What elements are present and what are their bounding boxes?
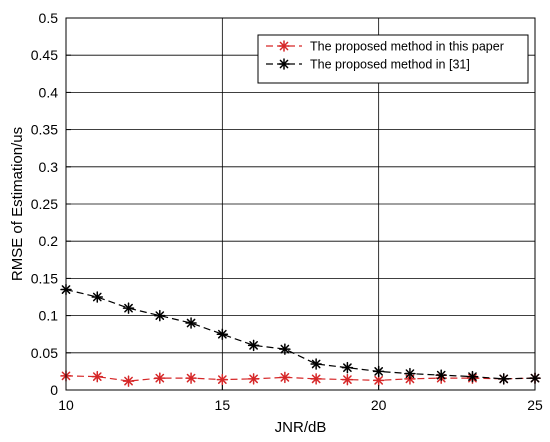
legend-box bbox=[257, 34, 529, 84]
y-tick-label: 0.3 bbox=[39, 159, 59, 175]
data-point bbox=[310, 358, 322, 370]
x-tick-label: 20 bbox=[371, 397, 387, 413]
data-point bbox=[154, 309, 166, 322]
y-tick-label: 0.05 bbox=[31, 345, 58, 361]
x-tick-label: 25 bbox=[527, 397, 543, 413]
data-point bbox=[122, 375, 135, 387]
data-point bbox=[497, 373, 510, 385]
data-point bbox=[341, 361, 354, 374]
y-tick-label: 0.45 bbox=[31, 47, 58, 63]
y-tick-label: 0.5 bbox=[39, 10, 59, 26]
data-point bbox=[279, 371, 291, 384]
series-line bbox=[65, 375, 536, 382]
y-tick-label: 0.15 bbox=[31, 270, 58, 286]
legend-label: The proposed method in this paper bbox=[310, 40, 504, 54]
axis-ticks: 10 15 20 25 0 0.05 0.1 0.15 0.2 0.25 0.3 0.35 0.4 0.4… bbox=[31, 10, 543, 413]
data-point bbox=[154, 372, 166, 384]
legend-item: The proposed method in [31] bbox=[266, 58, 470, 72]
data-point bbox=[91, 370, 104, 383]
series-2 bbox=[60, 283, 541, 385]
data-point bbox=[341, 373, 354, 386]
y-tick-label: 0 bbox=[50, 382, 58, 398]
y-tick-label: 0.35 bbox=[31, 122, 58, 138]
data-point bbox=[185, 372, 197, 384]
data-point bbox=[247, 373, 260, 385]
x-tick-label: 15 bbox=[215, 397, 231, 413]
data-point bbox=[216, 373, 229, 386]
data-point bbox=[310, 373, 322, 385]
series-line bbox=[65, 288, 536, 380]
data-point bbox=[247, 339, 260, 352]
legend-marker bbox=[278, 40, 290, 52]
data-point bbox=[372, 365, 385, 378]
y-tick-label: 0.2 bbox=[39, 233, 59, 249]
x-tick-label: 10 bbox=[58, 397, 74, 413]
x-axis-label: JNR/dB bbox=[275, 419, 327, 436]
y-axis-label: RMSE of Estimation/us bbox=[9, 127, 26, 281]
legend-marker bbox=[278, 58, 290, 70]
legend-item: The proposed method in this paper bbox=[266, 40, 504, 54]
data-point bbox=[185, 317, 197, 329]
legend: The proposed method in this paper The pro… bbox=[257, 34, 529, 84]
data-point bbox=[122, 302, 135, 314]
y-tick-label: 0.4 bbox=[39, 84, 59, 100]
data-point bbox=[435, 369, 447, 381]
data-point bbox=[404, 367, 416, 380]
data-point bbox=[91, 291, 104, 303]
data-point bbox=[216, 328, 229, 340]
data-point bbox=[279, 343, 291, 355]
data-point bbox=[466, 370, 479, 383]
series-layer bbox=[60, 283, 541, 387]
legend-label: The proposed method in [31] bbox=[310, 58, 470, 72]
y-tick-label: 0.1 bbox=[39, 308, 59, 324]
y-tick-label: 0.25 bbox=[31, 196, 58, 212]
